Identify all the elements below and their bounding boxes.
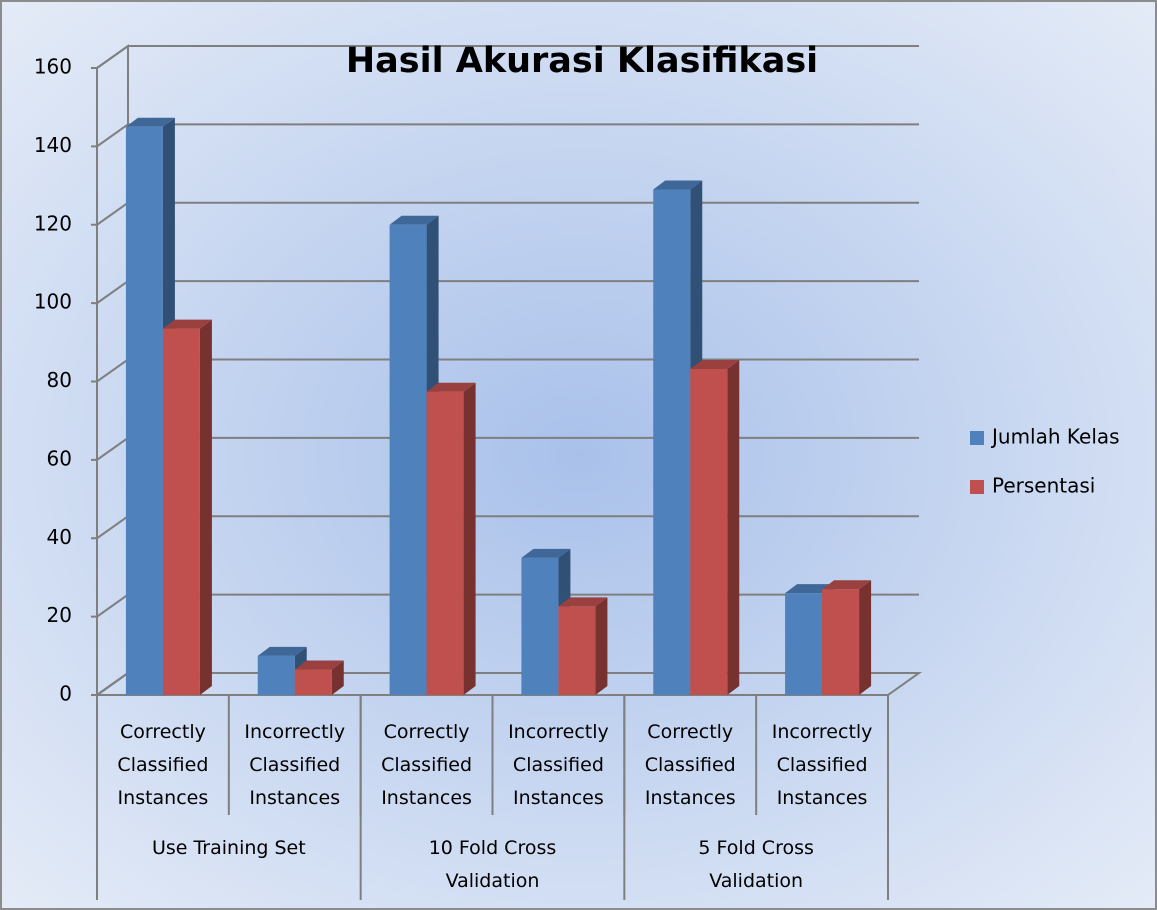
x-tick-label: Correctly Classified Instances [117,721,209,809]
legend-label: Persentasi [992,474,1095,498]
x-tick-label: Correctly Classified Instances [644,721,736,809]
bar-side [859,580,872,695]
bar-top [257,646,307,656]
bar-top [162,319,212,329]
y-tick-label: 80 [47,368,72,392]
y-tick-label: 0 [59,682,72,706]
bar-side [727,359,740,695]
y-tick-label: 160 [34,55,72,79]
chart-title: Hasil Akurasi Klasifikasi [346,41,818,81]
x-tick-label: Incorrectly Classified Instances [508,721,609,809]
bar-top [294,660,344,670]
bar-top [125,117,175,127]
y-tick-label: 60 [47,446,72,470]
bar-top [389,215,439,225]
bar-top [558,597,608,607]
bar-side [199,319,212,695]
bar [294,669,332,695]
y-tick-label: 140 [34,133,72,157]
bar [653,189,691,695]
y-tick-label: 20 [47,603,72,627]
bar [690,368,728,695]
x-tick-label: Incorrectly Classified Instances [771,721,873,809]
x-tick-label: Correctly Classified Instances [381,721,473,809]
bar-top [822,580,872,590]
legend-label: Jumlah Kelas [990,425,1120,449]
bar [521,557,559,695]
bar-top [521,548,571,558]
y-tick-label: 120 [34,211,72,235]
bar [125,126,163,695]
y-tick-label: 40 [47,525,72,549]
group-label: 10 Fold Cross Validation [428,837,557,892]
bar [389,224,427,695]
bar [558,606,596,695]
y-tick-label: 100 [34,290,72,314]
bar [162,328,200,695]
plot: 0 20 40 60 80 100 120 140 160 Jumlah Kelas Persent… [34,44,1120,900]
bar-side [595,597,608,695]
grid-line [96,123,919,148]
bar-side [463,382,476,695]
bar [785,593,823,695]
x-tick-label: Incorrectly Classified Instances [244,721,346,809]
legend-swatch [970,431,984,445]
group-label: 5 Fold Cross Validation [698,837,814,892]
group-label: Use Training Set [151,837,306,859]
bar [822,589,860,695]
grid-line [96,45,919,69]
bar [257,655,295,695]
bar-top [653,180,703,190]
bar [426,391,464,695]
bar-top [690,359,740,369]
legend-swatch [970,480,984,494]
bar-side [331,660,344,695]
bar-top [785,584,835,594]
bar-top [426,382,476,392]
